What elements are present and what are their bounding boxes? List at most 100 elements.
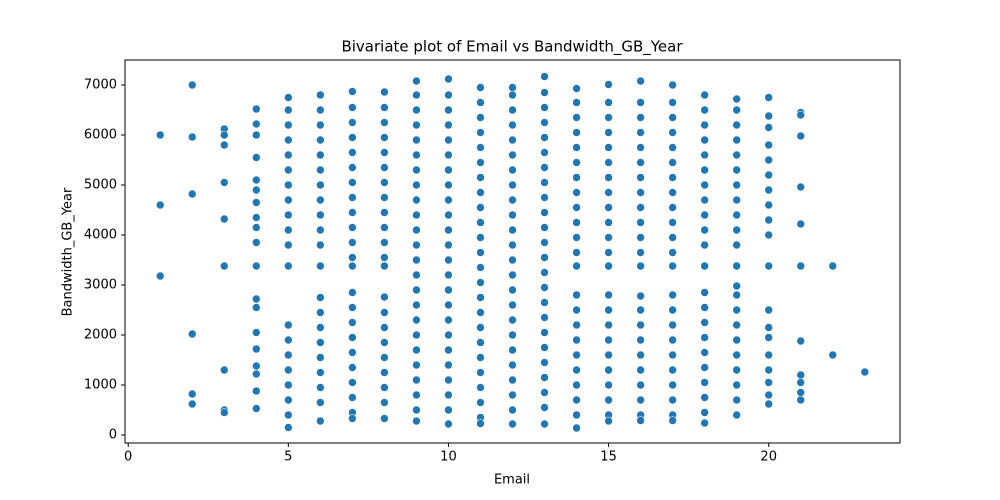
point: [668, 128, 677, 137]
point: [252, 328, 261, 337]
point: [540, 388, 549, 397]
point: [316, 293, 325, 302]
x-tick-label: 0: [124, 450, 132, 465]
point: [796, 110, 806, 120]
point: [348, 288, 357, 297]
point: [668, 380, 677, 390]
point: [444, 315, 453, 325]
point: [540, 193, 549, 202]
point: [412, 150, 421, 160]
point: [219, 214, 229, 224]
point: [348, 363, 357, 372]
point: [540, 253, 549, 262]
point: [348, 253, 357, 262]
point: [764, 390, 773, 400]
point: [732, 210, 741, 220]
point: [572, 335, 581, 345]
point: [700, 378, 709, 387]
point: [187, 132, 197, 142]
point: [668, 173, 677, 182]
point: [284, 165, 293, 175]
point: [636, 233, 645, 242]
point: [348, 223, 357, 232]
point: [604, 233, 613, 242]
point: [572, 113, 581, 122]
y-tick-label: 3000: [84, 278, 117, 293]
point: [636, 143, 645, 152]
point: [700, 195, 709, 205]
point: [572, 290, 581, 300]
point: [380, 118, 389, 127]
point: [348, 103, 357, 112]
point: [316, 261, 325, 271]
point: [732, 94, 741, 104]
point: [219, 178, 229, 187]
point: [508, 405, 517, 415]
point: [412, 225, 421, 235]
point: [316, 416, 325, 426]
point: [444, 180, 453, 190]
point: [476, 308, 485, 317]
point: [444, 270, 453, 280]
point: [348, 261, 357, 271]
point: [444, 90, 453, 100]
point: [764, 378, 773, 387]
point: [828, 350, 838, 360]
point: [476, 248, 485, 257]
point: [540, 88, 549, 97]
point: [252, 344, 261, 354]
point: [476, 419, 485, 428]
point: [444, 300, 453, 310]
point: [219, 140, 229, 150]
point: [604, 173, 613, 182]
point: [604, 350, 613, 360]
point: [380, 208, 389, 217]
point: [412, 300, 421, 310]
point: [252, 198, 261, 207]
point: [476, 278, 485, 287]
point: [572, 395, 581, 405]
point: [476, 323, 485, 332]
point: [636, 291, 645, 301]
point: [796, 336, 806, 346]
point: [284, 195, 293, 205]
point: [732, 335, 741, 345]
point: [572, 84, 581, 93]
point: [572, 98, 581, 107]
point: [700, 135, 709, 145]
point: [668, 80, 677, 90]
point: [252, 369, 261, 379]
point: [508, 390, 517, 400]
point: [380, 103, 389, 112]
point: [732, 320, 741, 330]
point: [444, 330, 453, 340]
point: [252, 104, 261, 114]
point: [604, 335, 613, 345]
point: [604, 261, 613, 271]
point: [668, 218, 677, 227]
point: [796, 388, 806, 397]
point: [412, 270, 421, 280]
point: [508, 135, 517, 145]
point: [380, 193, 389, 202]
point: [540, 373, 549, 382]
point: [540, 238, 549, 247]
point: [284, 210, 293, 220]
point: [508, 120, 517, 130]
point: [668, 350, 677, 360]
point: [412, 285, 421, 295]
point: [540, 178, 549, 187]
point: [572, 128, 581, 137]
point: [284, 395, 293, 405]
point: [252, 175, 261, 185]
point: [700, 180, 709, 190]
point: [540, 163, 549, 172]
point: [284, 365, 293, 375]
point: [316, 210, 325, 220]
point: [540, 283, 549, 292]
y-axis-label: Bandwidth_GB_Year: [61, 187, 76, 316]
point: [348, 414, 357, 423]
point: [604, 248, 613, 257]
point: [380, 133, 389, 142]
point: [636, 76, 645, 86]
